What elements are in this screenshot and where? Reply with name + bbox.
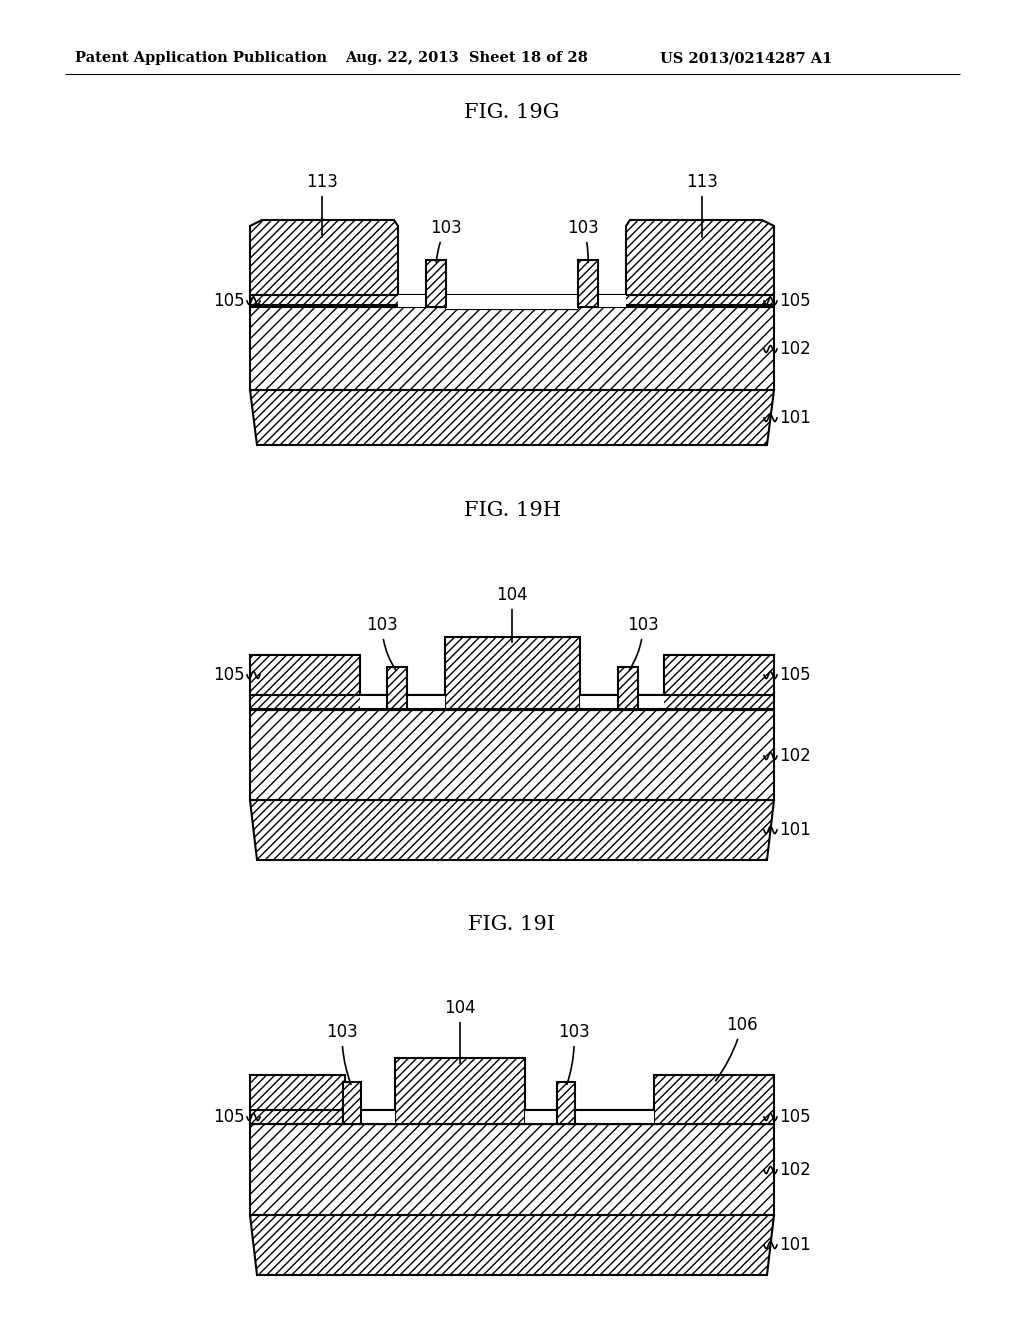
Bar <box>250 294 774 308</box>
Polygon shape <box>250 389 774 445</box>
Text: 103: 103 <box>558 1023 590 1084</box>
Bar <box>407 696 445 709</box>
Bar <box>525 1110 557 1125</box>
Text: US 2013/0214287 A1: US 2013/0214287 A1 <box>660 51 833 65</box>
Bar <box>360 696 387 709</box>
Bar <box>557 1082 575 1125</box>
Polygon shape <box>250 1214 774 1275</box>
Bar <box>426 260 446 308</box>
Bar <box>250 696 774 709</box>
Text: 104: 104 <box>444 999 476 1063</box>
Text: 102: 102 <box>779 1162 811 1179</box>
Text: 101: 101 <box>779 409 811 426</box>
Text: 105: 105 <box>779 667 811 684</box>
Bar <box>250 1110 774 1125</box>
Polygon shape <box>250 710 774 800</box>
Polygon shape <box>250 220 398 294</box>
Text: FIG. 19H: FIG. 19H <box>464 500 560 520</box>
Bar <box>361 1110 395 1125</box>
Text: FIG. 19I: FIG. 19I <box>469 916 555 935</box>
Text: 103: 103 <box>627 616 658 669</box>
Text: 102: 102 <box>779 747 811 766</box>
Bar <box>638 696 664 709</box>
Text: 113: 113 <box>686 173 718 238</box>
Text: 103: 103 <box>430 219 462 263</box>
Text: FIG. 19G: FIG. 19G <box>464 103 560 121</box>
Text: 105: 105 <box>779 292 811 310</box>
Text: 103: 103 <box>567 219 599 263</box>
Text: Patent Application Publication: Patent Application Publication <box>75 51 327 65</box>
Text: 102: 102 <box>779 341 811 358</box>
Text: 101: 101 <box>779 1236 811 1254</box>
Bar <box>446 294 578 309</box>
Polygon shape <box>250 1125 774 1214</box>
Bar <box>387 667 407 709</box>
Text: 105: 105 <box>779 1107 811 1126</box>
Bar <box>445 638 580 709</box>
Text: 105: 105 <box>213 292 245 310</box>
Text: 101: 101 <box>779 821 811 840</box>
Text: Aug. 22, 2013  Sheet 18 of 28: Aug. 22, 2013 Sheet 18 of 28 <box>345 51 588 65</box>
Bar <box>398 294 426 308</box>
Text: 104: 104 <box>497 586 527 643</box>
Bar <box>343 1110 345 1125</box>
Polygon shape <box>250 800 774 861</box>
Bar <box>395 1059 525 1125</box>
Polygon shape <box>250 305 774 389</box>
Text: 106: 106 <box>716 1016 758 1081</box>
Bar <box>250 1074 345 1110</box>
Text: 105: 105 <box>213 667 245 684</box>
Bar <box>578 260 598 308</box>
Bar <box>250 655 360 696</box>
Bar <box>575 1110 654 1125</box>
Bar <box>580 696 618 709</box>
Text: 103: 103 <box>367 616 398 669</box>
Text: 105: 105 <box>213 1107 245 1126</box>
Bar <box>618 667 638 709</box>
Bar <box>654 1074 774 1125</box>
Bar <box>598 294 626 308</box>
Text: 113: 113 <box>306 173 338 238</box>
Bar <box>664 655 774 696</box>
Bar <box>343 1082 361 1125</box>
Text: 103: 103 <box>326 1023 357 1085</box>
Polygon shape <box>626 220 774 294</box>
